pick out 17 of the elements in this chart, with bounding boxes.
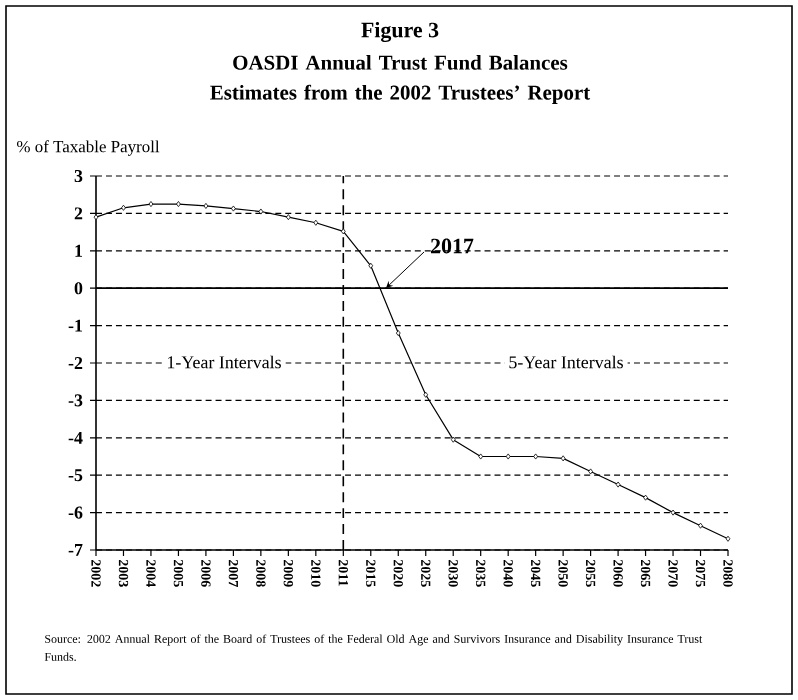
y-tick-label: 1: [75, 244, 83, 257]
chart-subtitle: OASDI Annual Trust Fund Balances Estimates from the 2002 Trustees’ Report: [210, 55, 591, 104]
y-tick-label: -2: [68, 357, 83, 369]
y-tick-label: -4: [68, 431, 83, 444]
y-tick-label: -7: [68, 544, 83, 556]
y-tick-label: -6: [68, 506, 83, 519]
y-tick-label: 3: [74, 169, 83, 183]
y-axis-title: % of Taxable Payroll: [16, 140, 160, 156]
annotation: 2017: [430, 238, 474, 254]
y-tick-label: -3: [68, 394, 83, 407]
y-tick-label: -5: [68, 469, 83, 482]
y-tick-label: -1: [68, 319, 83, 332]
y-tick-label: 0: [74, 282, 83, 295]
chart-title: Figure 3: [361, 22, 439, 43]
annotation: 1-Year Intervals: [167, 355, 281, 369]
y-tick-label: 2: [74, 207, 83, 220]
annotation: 5-Year Intervals: [509, 355, 623, 369]
